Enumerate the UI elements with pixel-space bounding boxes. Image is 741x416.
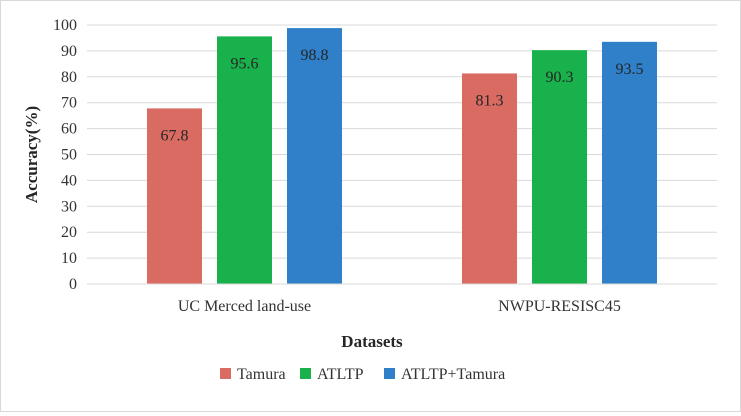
data-label: 67.8 [161,127,189,144]
x-category-label: NWPU-RESISC45 [498,298,621,315]
y-tick-label: 0 [69,276,77,293]
bar-tamura [147,108,202,284]
x-category-label: UC Merced land-use [178,298,311,315]
bar-atltp-tamura [602,41,657,285]
data-label: 81.3 [476,92,504,109]
y-tick-label: 40 [61,172,77,189]
bar-atltp [217,36,272,285]
y-tick-label: 50 [61,147,77,164]
legend: Tamura ATLTP ATLTP+Tamura [220,366,505,383]
y-tick-label: 90 [61,43,77,60]
data-label: 95.6 [231,55,259,72]
bar-atltp [532,50,587,284]
legend-label: ATLTP [317,366,364,383]
bars [147,28,657,285]
bar-tamura [462,73,517,284]
data-labels: 67.8 95.6 98.8 81.3 90.3 93.5 [161,47,644,144]
y-axis-title: Accuracy(%) [22,106,41,203]
x-category-labels: UC Merced land-use NWPU-RESISC45 [178,298,621,315]
x-axis-title: Datasets [341,332,403,351]
y-tick-label: 30 [61,198,77,215]
data-label: 98.8 [301,47,329,64]
legend-label: ATLTP+Tamura [401,366,505,383]
y-tick-labels: 0 10 20 30 40 50 60 70 80 90 100 [53,17,77,293]
y-tick-label: 10 [61,250,77,267]
y-tick-label: 70 [61,95,77,112]
y-tick-label: 60 [61,121,77,138]
data-label: 90.3 [546,69,574,86]
legend-swatch [384,368,395,379]
data-label: 93.5 [616,61,644,78]
y-tick-label: 20 [61,224,77,241]
y-tick-label: 100 [53,17,77,34]
legend-label: Tamura [237,366,286,383]
legend-swatch [300,368,311,379]
y-tick-label: 80 [61,69,77,86]
bar-atltp-tamura [287,28,342,284]
legend-swatch [220,368,231,379]
